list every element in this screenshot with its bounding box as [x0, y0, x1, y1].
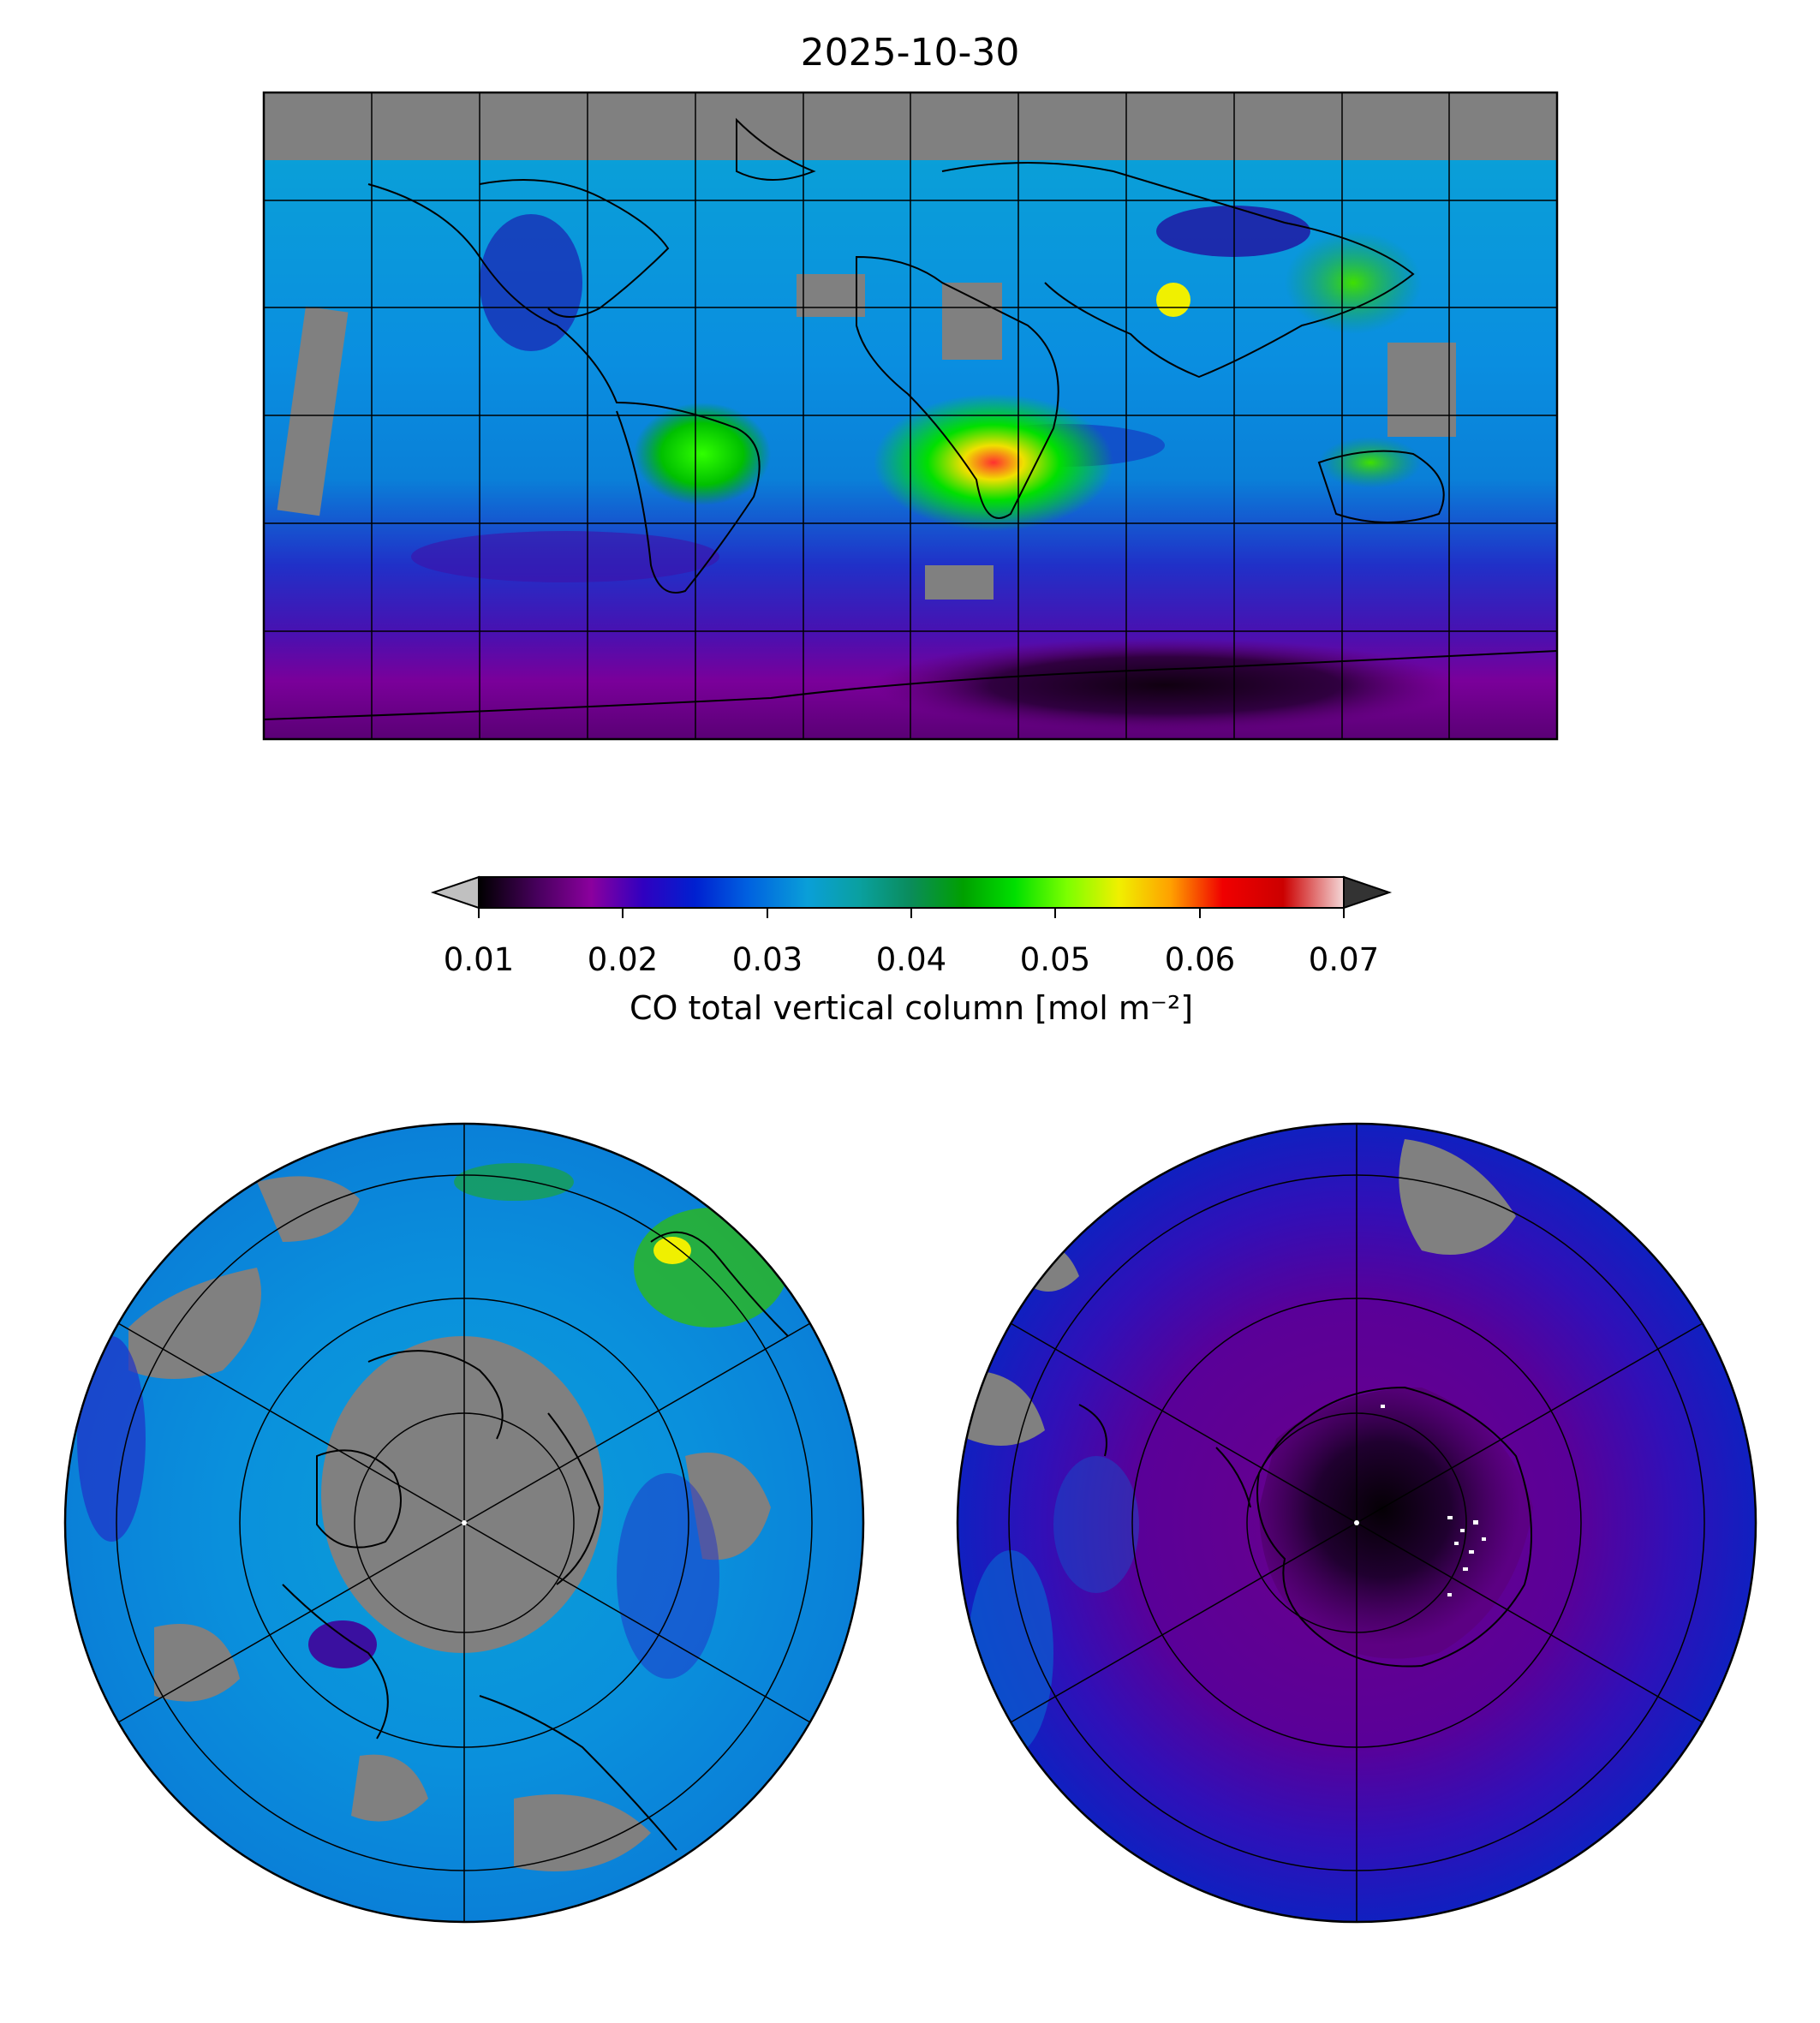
colorbar-tick-label: 0.02: [588, 941, 658, 978]
global-map: [262, 91, 1559, 741]
colorbar-tick-label: 0.07: [1309, 941, 1379, 978]
colorbar-tick-label: 0.05: [1020, 941, 1090, 978]
colorbar-tick-label: 0.01: [444, 941, 514, 978]
colorbar-label: CO total vertical column [mol m⁻²]: [630, 989, 1193, 1027]
colorbar-under-arrow: [430, 875, 480, 910]
colorbar-tick-label: 0.06: [1165, 941, 1235, 978]
colorbar-over-arrow: [1343, 875, 1393, 910]
colorbar: 0.01 0.02 0.03 0.04 0.05 0.06 0.07 CO to…: [430, 875, 1393, 1027]
colorbar-gradient: [479, 877, 1344, 908]
colorbar-tick-label: 0.04: [876, 941, 946, 978]
figure-title: 2025-10-30: [800, 31, 1020, 75]
colorbar-tick-label: 0.03: [732, 941, 803, 978]
